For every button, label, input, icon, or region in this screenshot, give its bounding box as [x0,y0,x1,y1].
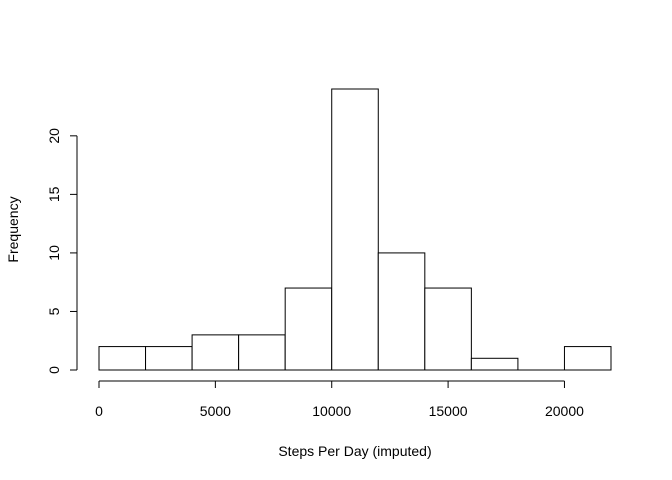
histogram-bars [98,88,612,371]
histogram-bar [377,252,426,371]
y-axis: 0 5 10 15 20 [46,128,78,374]
y-tick-label: 10 [46,245,62,261]
histogram-bar [470,357,519,371]
y-axis-label: Frequency [5,196,21,262]
histogram-bar [238,334,286,371]
x-tick-label: 5000 [200,403,231,419]
y-tick-label: 0 [46,366,62,374]
x-axis-label: Steps Per Day (imputed) [278,443,431,459]
y-tick-label: 15 [46,186,62,202]
histogram-bar [191,334,240,371]
x-tick-label: 0 [95,403,103,419]
x-tick-label: 10000 [312,403,351,419]
histogram-bar [284,287,333,371]
histogram-bar [145,346,193,371]
x-tick-label: 15000 [429,403,468,419]
histogram-bar [98,346,147,371]
y-tick-label: 5 [46,307,62,315]
histogram-bar [424,287,472,371]
histogram-bar [331,88,379,371]
y-tick-label: 20 [46,128,62,144]
x-tick-label: 20000 [545,403,584,419]
histogram-bar [563,346,612,371]
x-axis: 0 5000 10000 15000 20000 [95,380,584,419]
